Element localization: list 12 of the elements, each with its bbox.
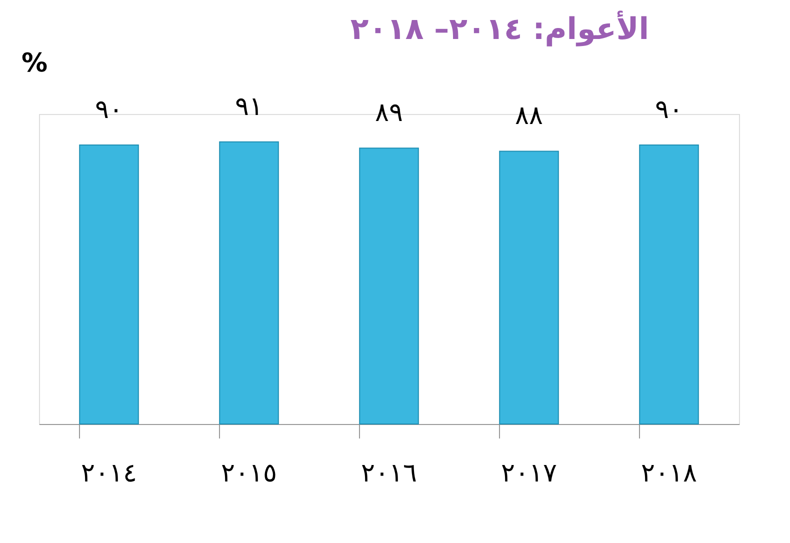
data-label: ٩١ (235, 92, 263, 122)
chart-title: الأعوام: ٢٠١٤– ٢٠١٨ (350, 10, 649, 47)
x-tick-label: ٢٠١٨ (641, 458, 697, 488)
y-axis-title: % (21, 48, 48, 78)
data-label: ٩٠ (655, 95, 683, 125)
data-label: ٨٩ (375, 98, 403, 128)
x-tick-label: ٢٠١٧ (501, 458, 557, 488)
data-label: ٩٠ (95, 95, 123, 125)
x-tick-label: ٢٠١٥ (221, 458, 277, 488)
x-tick-label: ٢٠١٦ (361, 458, 417, 488)
x-tick-label: ٢٠١٤ (81, 458, 137, 488)
data-label: ٨٨ (515, 101, 543, 132)
